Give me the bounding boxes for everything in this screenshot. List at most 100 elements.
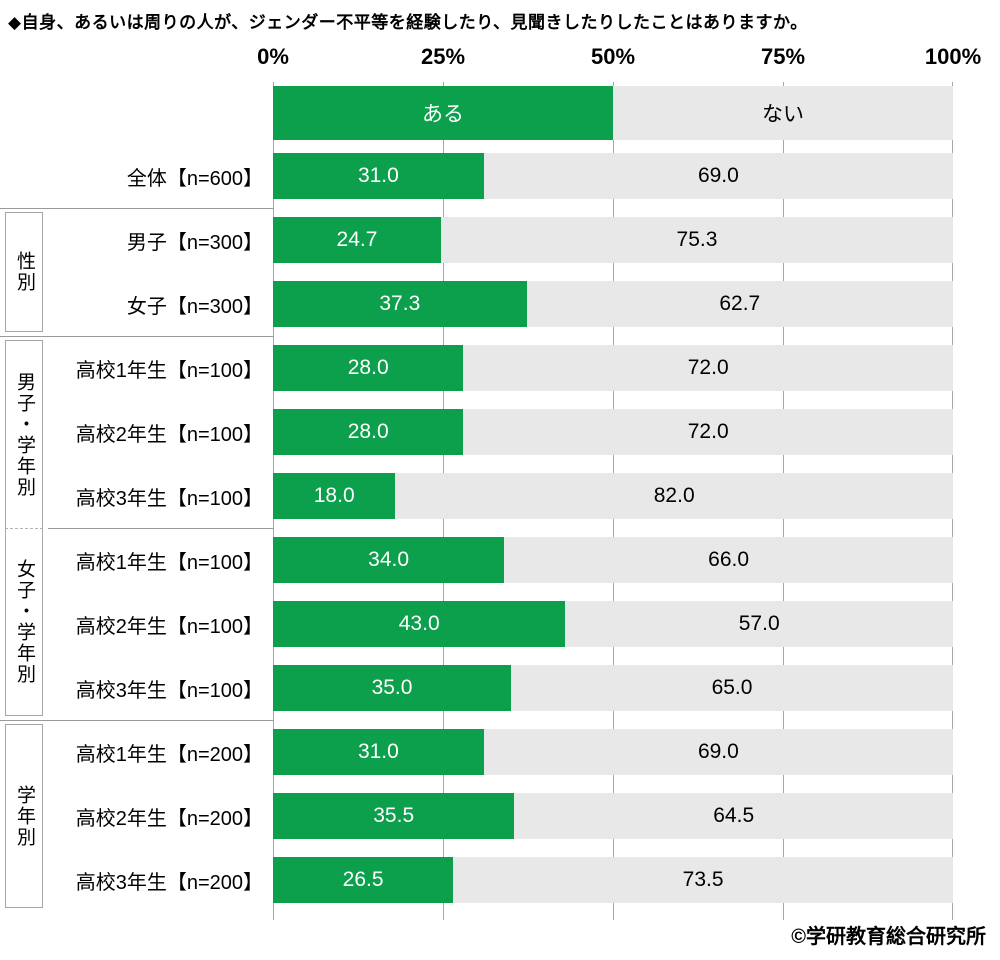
stacked-bar: 18.0 82.0 [273,473,953,519]
bar-yes-segment: 28.0 [273,345,464,391]
bar-no-segment: 73.5 [453,857,953,903]
row-label: 高校1年生【n=100】 [75,359,263,382]
bar-yes-value: 37.3 [379,292,421,315]
bar-yes-segment: 26.5 [273,857,454,903]
separator-line [0,720,273,721]
bar-row: 31.0 69.0 [273,720,953,784]
section-labels: 性別 男子【n=300】 女子【n=300】 [0,208,273,336]
axis-tick-label: 100% [924,44,982,69]
bar-yes-segment: 24.7 [273,217,441,263]
bar-rows: ある ない 全体【n=600】 31.0 69.0 性別 男子【n=300】 女子【n=300… [0,82,954,912]
bar-no-value: 62.7 [719,292,761,315]
bar-yes-value: 24.7 [336,228,378,251]
bar-no-value: 72.0 [687,420,729,443]
bar-no-value: 72.0 [687,356,729,379]
bar-row: 26.5 73.5 [273,848,953,912]
bar-no-segment: 64.5 [514,793,953,839]
stacked-bar: 24.7 75.3 [273,217,953,263]
section-bars: 31.0 69.0 35.5 64.5 26.5 73.5 [273,720,953,912]
stacked-bar: 28.0 72.0 [273,345,953,391]
section-labels: 全体【n=600】 [0,144,273,208]
group-box-label: 学年別 [13,784,35,848]
bar-yes-value: 31.0 [357,164,399,187]
legend-no-segment: ない [613,86,953,140]
bar-no-segment: 75.3 [440,217,953,263]
legend-row: ある ない [0,82,954,144]
bar-no-value: 65.0 [711,676,753,699]
section-bars: 28.0 72.0 28.0 72.0 18.0 82.0 [273,336,953,528]
legend-spacer [0,82,273,144]
axis-tick-label: 25% [420,44,466,69]
bar-row: 35.0 65.0 [273,656,953,720]
bar-yes-value: 43.0 [398,612,440,635]
row-label: 高校3年生【n=100】 [75,679,263,702]
bar-row: 35.5 64.5 [273,784,953,848]
axis-tick-label: 0% [257,44,289,69]
section: 男子・学年別 高校1年生【n=100】 高校2年生【n=100】 高校3年生【n=10… [0,336,954,528]
bar-yes-segment: 34.0 [273,537,505,583]
legend-yes-label: ある [422,103,464,126]
bar-yes-value: 34.0 [368,548,410,571]
section-bars: 31.0 69.0 [273,144,953,208]
group-box: 学年別 [5,724,43,908]
bar-no-segment: 62.7 [526,281,953,327]
row-label: 高校1年生【n=200】 [75,743,263,766]
bar-no-segment: 57.0 [565,601,953,647]
bar-yes-value: 28.0 [347,420,389,443]
axis-tick-label: 50% [590,44,636,69]
chart-title: ◆自身、あるいは周りの人が、ジェンダー不平等を経験したり、見聞きしたりしたことは… [8,13,808,32]
stacked-bar: 31.0 69.0 [273,153,953,199]
bar-row: 37.3 62.7 [273,272,953,336]
section-labels: 学年別 高校1年生【n=200】 高校2年生【n=200】 高校3年生【n=200】 [0,720,273,912]
stacked-bar: 31.0 69.0 [273,729,953,775]
chart-area: ある ない 全体【n=600】 31.0 69.0 性別 男子【n=300】 女子【n=300… [0,82,954,920]
stacked-bar: 26.5 73.5 [273,857,953,903]
legend-bar: ある ない [273,82,953,144]
section: 学年別 高校1年生【n=200】 高校2年生【n=200】 高校3年生【n=200】 3… [0,720,954,912]
separator-line [0,208,273,209]
bar-no-value: 75.3 [676,228,718,251]
bar-no-value: 69.0 [697,740,739,763]
axis-tick-label: 75% [760,44,806,69]
section: 全体【n=600】 31.0 69.0 [0,144,954,208]
section: 女子・学年別 高校1年生【n=100】 高校2年生【n=100】 高校3年生【n=10… [0,528,954,720]
row-label: 男子【n=300】 [126,231,263,254]
bar-yes-segment: 35.5 [273,793,515,839]
bar-no-segment: 69.0 [483,153,953,199]
bar-yes-value: 28.0 [347,356,389,379]
bar-yes-segment: 31.0 [273,729,484,775]
row-label: 高校2年生【n=200】 [75,807,263,830]
row-label: 高校2年生【n=100】 [75,615,263,638]
group-box: 性別 [5,212,43,332]
bar-no-value: 64.5 [713,804,755,827]
bar-row: 31.0 69.0 [273,144,953,208]
stacked-bar: 34.0 66.0 [273,537,953,583]
section-bars: 24.7 75.3 37.3 62.7 [273,208,953,336]
section-bars: 34.0 66.0 43.0 57.0 35.0 65.0 [273,528,953,720]
bar-yes-segment: 31.0 [273,153,484,199]
bar-no-value: 82.0 [653,484,695,507]
footer-credit: ©学研教育総合研究所 [791,926,986,948]
bar-row: 28.0 72.0 [273,400,953,464]
bar-no-segment: 82.0 [395,473,953,519]
bar-yes-segment: 18.0 [273,473,396,519]
bar-yes-segment: 28.0 [273,409,464,455]
stacked-bar: 28.0 72.0 [273,409,953,455]
bar-no-segment: 65.0 [511,665,953,711]
stacked-bar: 35.5 64.5 [273,793,953,839]
bar-row: 34.0 66.0 [273,528,953,592]
bar-no-value: 66.0 [708,548,750,571]
bar-no-value: 57.0 [738,612,780,635]
x-axis: 0% 25% 50% 75% 100% [0,44,1000,74]
legend-no-label: ない [762,103,804,126]
row-label: 全体【n=600】 [126,167,263,190]
bar-no-segment: 69.0 [483,729,953,775]
bar-row: 43.0 57.0 [273,592,953,656]
bar-yes-value: 35.0 [371,676,413,699]
bar-no-segment: 66.0 [504,537,953,583]
bar-no-segment: 72.0 [463,409,953,455]
stacked-bar: 43.0 57.0 [273,601,953,647]
bar-row: 18.0 82.0 [273,464,953,528]
legend-yes-segment: ある [273,86,613,140]
bar-yes-value: 26.5 [342,868,384,891]
